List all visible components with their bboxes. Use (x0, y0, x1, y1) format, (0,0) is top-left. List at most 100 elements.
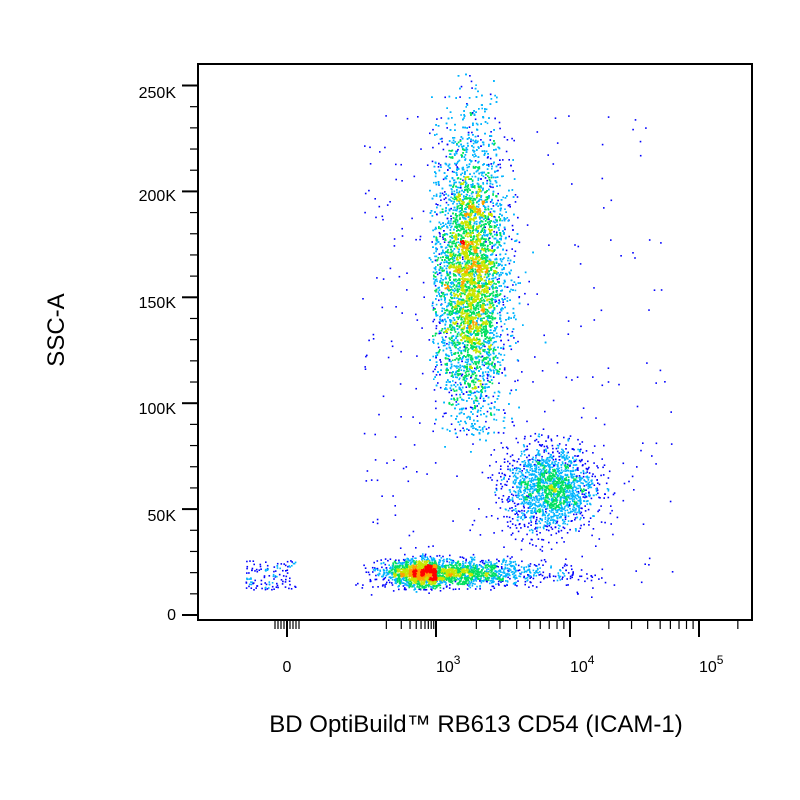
data-point (504, 208, 506, 210)
data-point (434, 368, 436, 371)
data-point (466, 247, 469, 249)
data-point (440, 262, 442, 264)
data-point (471, 361, 474, 363)
data-point (469, 292, 472, 295)
data-point (495, 354, 497, 357)
data-point (472, 345, 475, 347)
data-point (503, 136, 506, 138)
data-point (471, 333, 473, 335)
data-point (444, 247, 447, 249)
data-point (484, 371, 487, 373)
data-point (526, 224, 529, 226)
data-point (495, 419, 498, 421)
data-point (479, 330, 481, 332)
data-point (475, 304, 477, 307)
data-point (455, 305, 458, 308)
data-point (442, 148, 445, 151)
data-point (459, 286, 462, 289)
data-point (461, 156, 463, 158)
data-point (474, 367, 476, 370)
data-point (459, 285, 461, 288)
data-point (489, 263, 492, 266)
data-point (459, 96, 461, 98)
data-point (509, 204, 511, 206)
data-point (466, 322, 468, 324)
data-point (475, 351, 477, 354)
data-point (497, 199, 499, 202)
data-point (447, 354, 449, 357)
data-point (444, 191, 446, 193)
data-point (483, 199, 486, 202)
data-point (455, 393, 458, 396)
data-point (456, 224, 458, 226)
data-point (470, 320, 473, 322)
data-point (497, 163, 499, 166)
data-point (470, 186, 473, 188)
data-point (484, 249, 487, 252)
data-point (454, 287, 456, 290)
data-point (503, 323, 506, 325)
data-point (467, 360, 469, 363)
data-point (452, 285, 454, 288)
data-point (483, 223, 485, 226)
data-point (467, 375, 469, 377)
data-point (451, 257, 453, 260)
data-point (481, 243, 484, 245)
data-point (433, 252, 435, 254)
data-point (470, 214, 473, 217)
data-point (497, 272, 499, 274)
data-point (492, 290, 495, 293)
data-point (443, 194, 445, 196)
data-point (486, 410, 489, 413)
data-point (490, 283, 492, 286)
data-point (451, 191, 453, 193)
data-point (471, 202, 473, 205)
data-point (435, 240, 438, 242)
data-point (448, 312, 451, 315)
data-point (446, 250, 449, 252)
data-point (462, 313, 465, 315)
data-point (471, 398, 473, 400)
data-point (455, 241, 458, 244)
data-point (469, 406, 472, 409)
data-point (456, 197, 458, 199)
data-point (434, 400, 437, 403)
data-point (432, 370, 435, 373)
data-point (477, 304, 480, 306)
data-point (446, 332, 448, 334)
data-point (444, 301, 447, 304)
data-point (508, 235, 510, 238)
data-point (494, 176, 497, 179)
data-point (461, 290, 464, 292)
data-point (498, 121, 501, 124)
data-point (469, 243, 472, 246)
data-point (437, 166, 440, 168)
data-point (450, 226, 452, 229)
data-point (471, 175, 474, 178)
data-point (446, 343, 448, 345)
data-point (462, 427, 464, 429)
data-point (492, 194, 494, 196)
data-point (495, 254, 497, 256)
data-point (450, 283, 453, 285)
data-point (464, 186, 466, 189)
data-point (475, 229, 477, 232)
data-point (505, 249, 508, 252)
data-point (500, 325, 503, 328)
data-point (527, 303, 529, 306)
data-point (476, 295, 478, 298)
data-point (503, 218, 505, 221)
data-point (465, 285, 468, 288)
data-point (474, 271, 476, 274)
data-point (454, 301, 456, 303)
data-point (449, 239, 452, 241)
data-point (476, 273, 478, 276)
data-point (462, 258, 464, 260)
data-point (475, 325, 477, 327)
data-point (441, 140, 443, 143)
data-point (474, 141, 477, 144)
data-point (512, 284, 514, 286)
data-point (494, 301, 497, 303)
data-point (483, 234, 485, 236)
data-point (458, 273, 461, 275)
